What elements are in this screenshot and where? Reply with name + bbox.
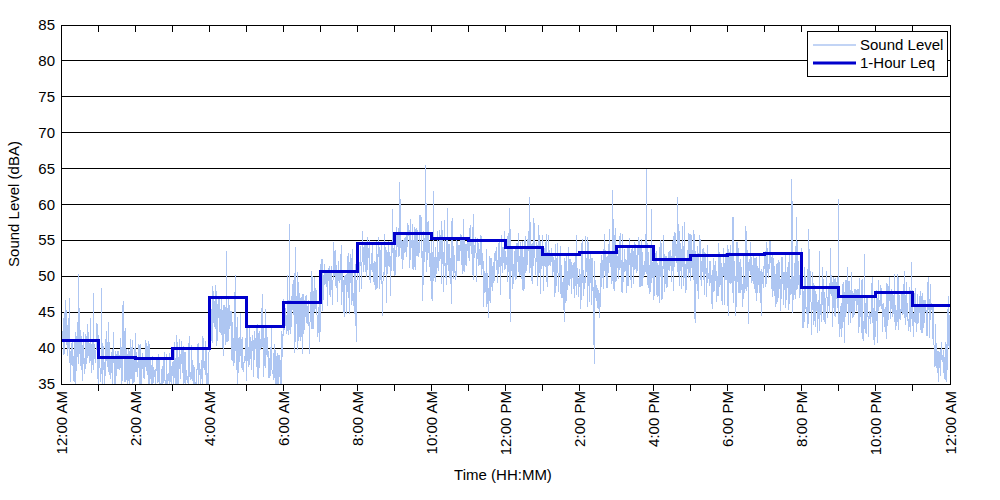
x-axis-title: Time (HH:MM)	[454, 466, 552, 483]
y-tick-label: 75	[38, 88, 55, 105]
x-tick-label: 8:00 AM	[349, 391, 366, 446]
x-tick-label: 2:00 PM	[571, 391, 588, 447]
y-tick-label: 80	[38, 52, 55, 69]
y-tick-label: 45	[38, 303, 55, 320]
y-tick-label: 85	[38, 16, 55, 33]
y-tick-label: 50	[38, 267, 55, 284]
axis-ticks	[98, 25, 913, 391]
y-tick-label: 40	[38, 339, 55, 356]
x-tick-label: 12:00 AM	[53, 391, 70, 454]
x-tick-label: 10:00 PM	[867, 391, 884, 455]
chart-canvas: 35 40 45 50 55 60 65 70 75 80 85 12:00 AM 2:00 AM 4:…	[0, 0, 1000, 500]
y-tick-label: 65	[38, 160, 55, 177]
x-tick-label: 2:00 AM	[127, 391, 144, 446]
series-sound-level[interactable]	[61, 165, 950, 384]
x-tick-label: 12:00 AM	[942, 391, 959, 454]
y-tick-label: 70	[38, 124, 55, 141]
x-tick-label: 4:00 AM	[201, 391, 218, 446]
x-tick-label: 12:00 PM	[497, 391, 514, 455]
legend: Sound Level 1-Hour Leq	[807, 31, 947, 76]
x-tick-label: 6:00 AM	[275, 391, 292, 446]
sound-level-chart: 35 40 45 50 55 60 65 70 75 80 85 12:00 AM 2:00 AM 4:…	[0, 0, 1000, 500]
y-tick-label: 60	[38, 196, 55, 213]
y-tick-label: 35	[38, 375, 55, 392]
x-tick-label: 4:00 PM	[645, 391, 662, 447]
legend-label-1hour-leq[interactable]: 1-Hour Leq	[860, 54, 935, 71]
x-tick-label: 10:00 AM	[423, 391, 440, 454]
y-tick-labels: 35 40 45 50 55 60 65 70 75 80 85	[38, 16, 55, 392]
legend-label-sound-level[interactable]: Sound Level	[860, 36, 943, 53]
x-tick-label: 6:00 PM	[719, 391, 736, 447]
x-tick-labels: 12:00 AM 2:00 AM 4:00 AM 6:00 AM 8:00 AM 10:0…	[53, 391, 959, 455]
x-tick-label: 8:00 PM	[793, 391, 810, 447]
y-tick-label: 55	[38, 231, 55, 248]
y-axis-title: Sound Level (dBA)	[5, 141, 22, 267]
